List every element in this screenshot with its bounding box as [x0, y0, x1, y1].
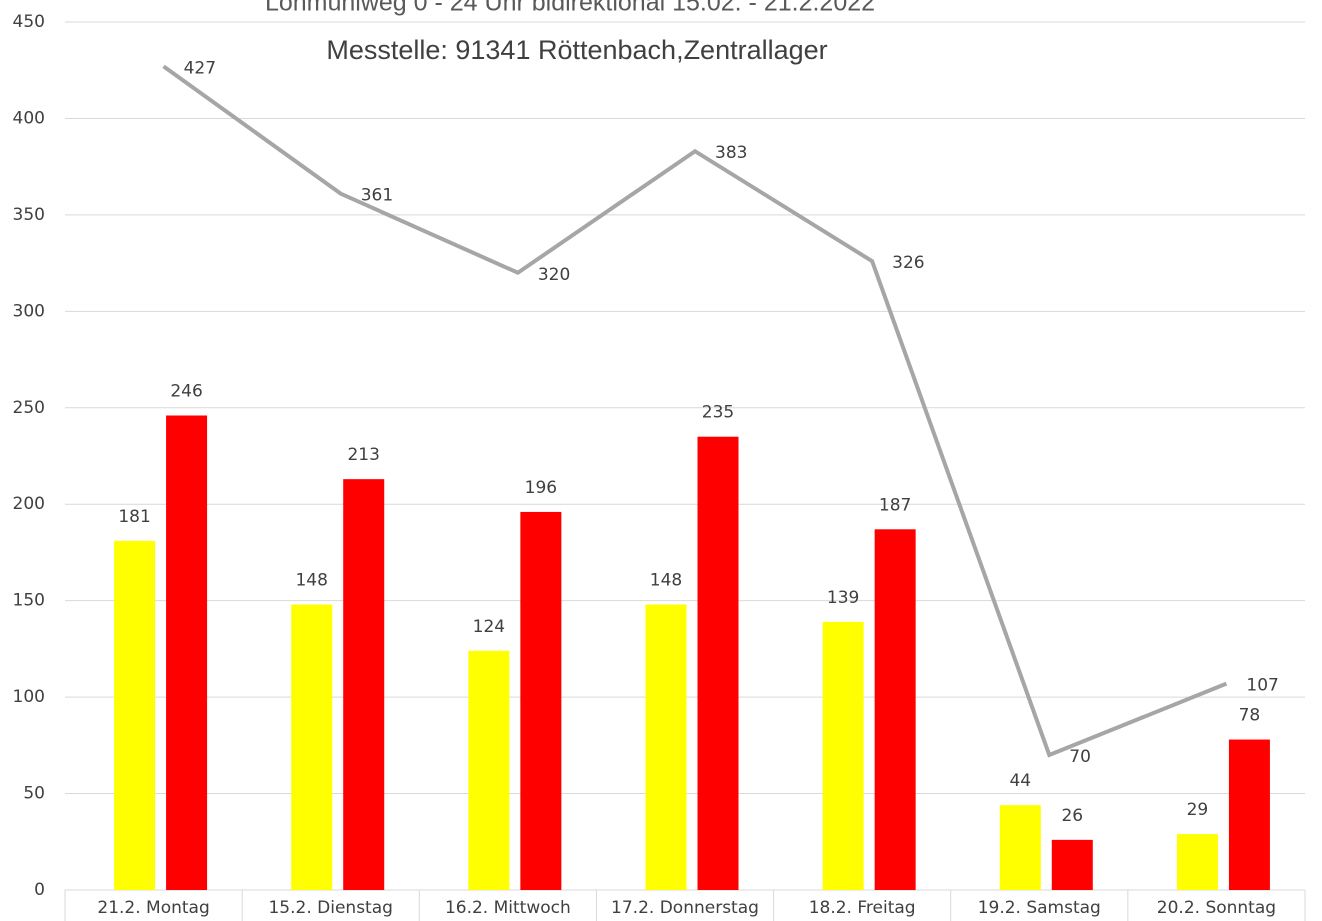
data-label: 181: [118, 507, 150, 527]
line: [162, 64, 1228, 758]
data-label: 187: [879, 495, 911, 515]
data-label: 44: [1009, 771, 1031, 791]
y-tick-label: 400: [13, 108, 45, 128]
x-tick-label: 19.2. Samstag: [978, 898, 1101, 918]
data-label: 235: [702, 403, 734, 423]
y-tick-label: 300: [13, 301, 45, 321]
data-label: 29: [1187, 800, 1209, 820]
bar: [166, 415, 208, 890]
data-label: 78: [1239, 706, 1261, 726]
bar: [697, 436, 739, 890]
data-label: 320: [538, 265, 570, 285]
bar: [291, 604, 333, 890]
data-label: 383: [715, 143, 747, 163]
data-label: 107: [1246, 676, 1278, 696]
y-tick-label: 350: [13, 205, 45, 225]
x-tick-label: 21.2. Montag: [97, 898, 209, 918]
y-tick-label: 450: [13, 12, 45, 32]
y-tick-label: 50: [23, 784, 45, 804]
data-label: 124: [473, 617, 505, 637]
bar: [645, 604, 687, 890]
bar: [1051, 839, 1093, 890]
bar: [1228, 739, 1270, 890]
data-label: 326: [892, 253, 924, 273]
y-tick-label: 0: [34, 880, 45, 900]
data-label: 26: [1061, 806, 1083, 826]
bar: [874, 529, 916, 890]
y-tick-label: 250: [13, 398, 45, 418]
data-label: 148: [295, 571, 327, 591]
x-tick-label: 20.2. Sonntag: [1157, 898, 1276, 918]
x-tick-label: 17.2. Donnerstag: [611, 898, 759, 918]
x-tick-label: 15.2. Dienstag: [268, 898, 392, 918]
bar: [468, 650, 510, 890]
bar: [114, 540, 156, 890]
x-tick-label: 16.2. Mittwoch: [445, 898, 571, 918]
data-label: 246: [170, 381, 202, 401]
chart-title: Lohmühlweg 0 - 24 Uhr bidirektional 15.0…: [265, 0, 875, 17]
y-tick-label: 150: [13, 591, 45, 611]
data-label: 213: [347, 445, 379, 465]
bar: [822, 621, 864, 890]
x-tick-label: 18.2. Freitag: [809, 898, 916, 918]
bar: [343, 479, 385, 890]
data-label: 139: [827, 588, 859, 608]
data-label: 361: [361, 186, 393, 206]
y-tick-label: 200: [13, 494, 45, 514]
data-label: 70: [1069, 747, 1091, 767]
data-label: 148: [650, 571, 682, 591]
data-label: 196: [525, 478, 557, 498]
bar: [1176, 834, 1218, 890]
data-label: 427: [184, 58, 216, 78]
y-tick-label: 100: [13, 687, 45, 707]
chart-subtitle: Messtelle: 91341 Röttenbach,Zentrallager: [326, 35, 827, 65]
bar: [520, 511, 562, 890]
bar: [999, 805, 1041, 890]
